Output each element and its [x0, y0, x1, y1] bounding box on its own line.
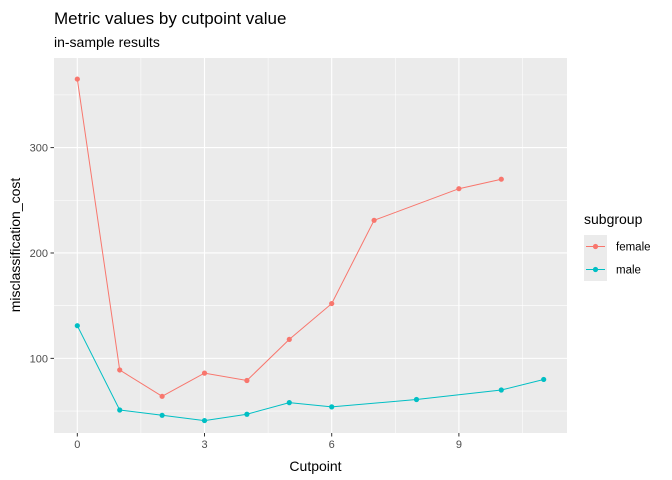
data-point-female [244, 377, 250, 384]
series-lines [76, 79, 544, 422]
data-point-female [286, 336, 292, 343]
data-point-male [286, 400, 292, 406]
data-point-female [371, 217, 377, 223]
legend-label-female: female [616, 242, 651, 254]
data-point-female [74, 76, 80, 82]
x-tick-label: 0 [74, 439, 80, 451]
data-point-male [541, 376, 547, 383]
data-point-female [201, 370, 208, 376]
minor-gridlines [54, 58, 567, 433]
y-axis-title: misclassification_cost [7, 178, 23, 313]
plot-panel [54, 58, 567, 433]
chart-subtitle: in-sample results [54, 34, 160, 50]
x-tick-label: 9 [456, 439, 462, 451]
x-axis-title: Cutpoint [289, 458, 341, 474]
x-tick-label: 6 [329, 439, 335, 451]
y-axis: 100 200 300 [30, 143, 54, 365]
y-tick-label: 300 [30, 143, 48, 155]
data-point-female [159, 393, 165, 399]
data-point-female [329, 300, 335, 307]
data-point-male [201, 417, 208, 424]
y-tick-label: 200 [30, 248, 48, 260]
legend-title: subgroup [584, 211, 643, 227]
panel-background [54, 58, 567, 433]
legend-label-male: male [616, 265, 641, 277]
series-points [74, 76, 547, 424]
legend: subgroup female male [584, 211, 651, 281]
data-point-female [117, 367, 123, 373]
legend-key-point-male [592, 266, 599, 273]
data-point-male [117, 407, 123, 413]
data-point-male [159, 412, 165, 418]
series-line-female [76, 79, 502, 397]
data-point-male [413, 396, 420, 403]
y-tick-label: 100 [30, 353, 48, 365]
series-line-male [76, 325, 544, 422]
legend-key-point-female [592, 243, 599, 250]
x-axis: 0 3 6 9 [74, 433, 462, 451]
data-point-male [244, 411, 250, 417]
chart-title: Metric values by cutpoint value [54, 9, 286, 28]
legend-items: female male [584, 235, 651, 281]
data-point-female [456, 186, 462, 192]
data-point-male [498, 387, 504, 393]
major-gridlines [54, 58, 567, 433]
x-tick-label: 3 [201, 439, 207, 451]
data-point-male [329, 404, 335, 410]
data-point-female [498, 176, 504, 182]
data-point-male [74, 323, 80, 329]
